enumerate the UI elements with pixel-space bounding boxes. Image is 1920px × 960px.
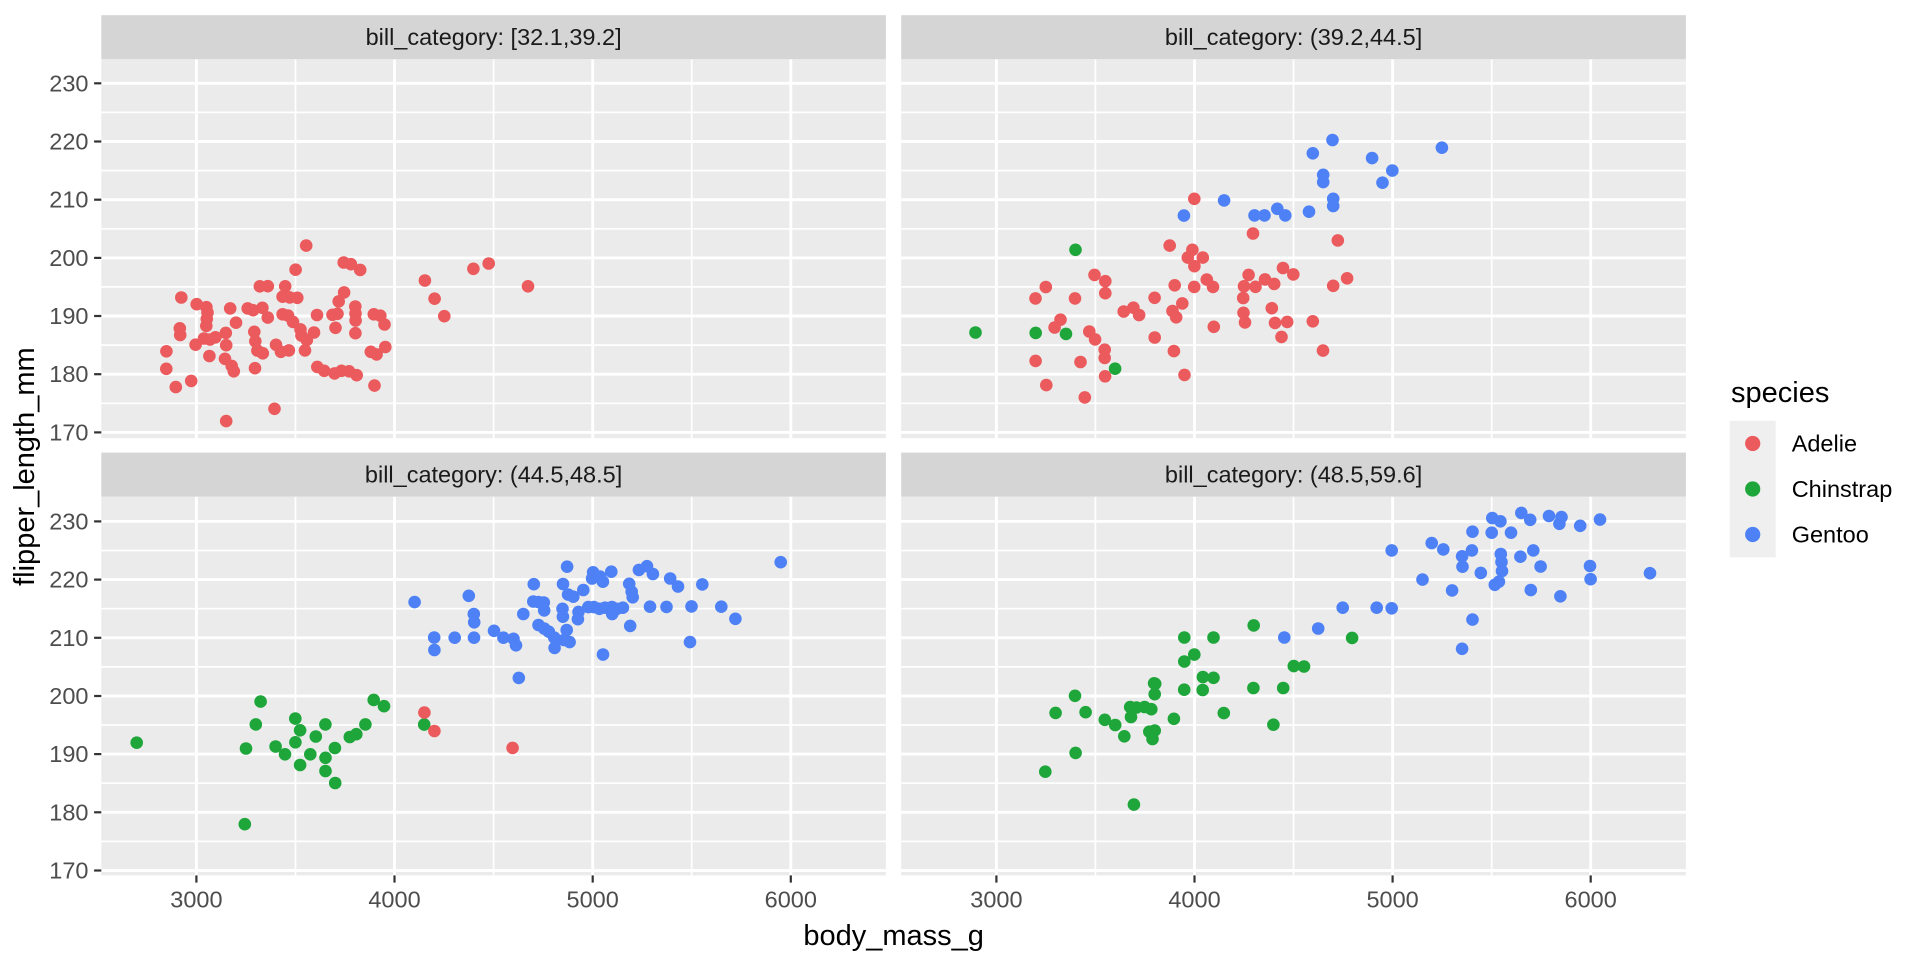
svg-text:210: 210 xyxy=(49,625,88,651)
svg-text:bill_category: (48.5,59.6]: bill_category: (48.5,59.6] xyxy=(1165,462,1422,488)
svg-text:230: 230 xyxy=(49,70,88,96)
svg-text:bill_category: (39.2,44.5]: bill_category: (39.2,44.5] xyxy=(1165,24,1422,50)
svg-text:200: 200 xyxy=(49,245,88,271)
svg-text:4000: 4000 xyxy=(1168,887,1220,913)
svg-text:220: 220 xyxy=(49,129,88,155)
svg-text:200: 200 xyxy=(49,683,88,709)
svg-text:3000: 3000 xyxy=(170,887,222,913)
svg-text:flipper_length_mm: flipper_length_mm xyxy=(9,347,41,586)
svg-text:170: 170 xyxy=(49,419,88,445)
svg-text:body_mass_g: body_mass_g xyxy=(803,920,984,952)
svg-text:6000: 6000 xyxy=(765,887,817,913)
svg-text:230: 230 xyxy=(49,508,88,534)
svg-text:Chinstrap: Chinstrap xyxy=(1792,476,1893,502)
svg-text:5000: 5000 xyxy=(1366,887,1418,913)
svg-text:190: 190 xyxy=(49,303,88,329)
svg-text:species: species xyxy=(1731,377,1829,409)
svg-text:bill_category: (44.5,48.5]: bill_category: (44.5,48.5] xyxy=(365,462,622,488)
svg-text:3000: 3000 xyxy=(970,887,1022,913)
svg-text:6000: 6000 xyxy=(1565,887,1617,913)
svg-text:170: 170 xyxy=(49,858,88,884)
svg-text:Gentoo: Gentoo xyxy=(1792,522,1869,548)
svg-text:180: 180 xyxy=(49,799,88,825)
svg-text:bill_category: [32.1,39.2]: bill_category: [32.1,39.2] xyxy=(366,24,622,50)
svg-text:190: 190 xyxy=(49,741,88,767)
svg-text:180: 180 xyxy=(49,361,88,387)
svg-text:210: 210 xyxy=(49,187,88,213)
svg-text:4000: 4000 xyxy=(368,887,420,913)
svg-text:Adelie: Adelie xyxy=(1792,431,1857,457)
svg-text:5000: 5000 xyxy=(567,887,619,913)
svg-text:220: 220 xyxy=(49,567,88,593)
